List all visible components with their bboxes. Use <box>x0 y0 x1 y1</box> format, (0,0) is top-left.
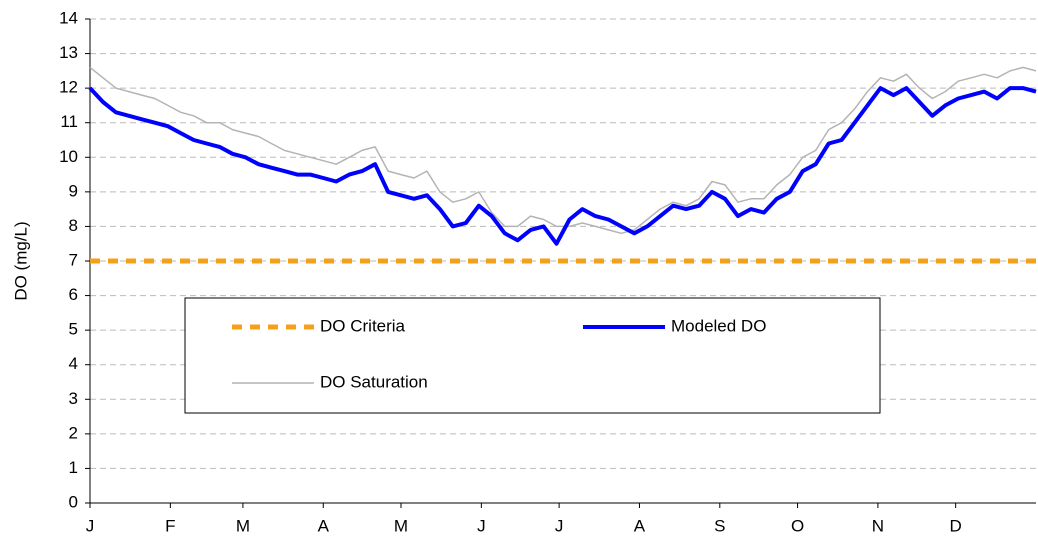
y-tick-label: 9 <box>69 181 78 200</box>
legend-label: DO Saturation <box>320 372 428 391</box>
y-tick-label: 3 <box>69 389 78 408</box>
x-tick-label: M <box>394 516 408 535</box>
y-tick-label: 14 <box>59 8 78 27</box>
y-tick-label: 4 <box>69 354 78 373</box>
x-tick-label: N <box>872 516 884 535</box>
legend-label: Modeled DO <box>671 316 766 335</box>
y-tick-label: 7 <box>69 250 78 269</box>
y-tick-label: 6 <box>69 285 78 304</box>
legend-label: DO Criteria <box>320 316 406 335</box>
x-tick-label: O <box>791 516 804 535</box>
x-tick-label: M <box>236 516 250 535</box>
y-tick-label: 10 <box>59 147 78 166</box>
series-line <box>89 66 1037 235</box>
y-tick-label: 5 <box>69 320 78 339</box>
y-tick-label: 2 <box>69 423 78 442</box>
x-tick-label: J <box>86 516 95 535</box>
legend <box>184 297 881 414</box>
y-tick-label: 8 <box>69 216 78 235</box>
y-tick-label: 0 <box>69 492 78 511</box>
x-tick-label: A <box>634 516 646 535</box>
x-tick-label: D <box>950 516 962 535</box>
x-tick-label: S <box>714 516 725 535</box>
y-tick-label: 1 <box>69 458 78 477</box>
y-tick-label: 11 <box>60 112 78 131</box>
series-line <box>88 86 1037 246</box>
x-tick-label: J <box>555 516 564 535</box>
y-axis-label: DO (mg/L) <box>11 221 30 300</box>
x-tick-label: J <box>477 516 486 535</box>
x-tick-label: A <box>318 516 330 535</box>
x-tick-label: F <box>165 516 175 535</box>
y-tick-label: 12 <box>59 78 78 97</box>
y-tick-label: 13 <box>59 43 78 62</box>
